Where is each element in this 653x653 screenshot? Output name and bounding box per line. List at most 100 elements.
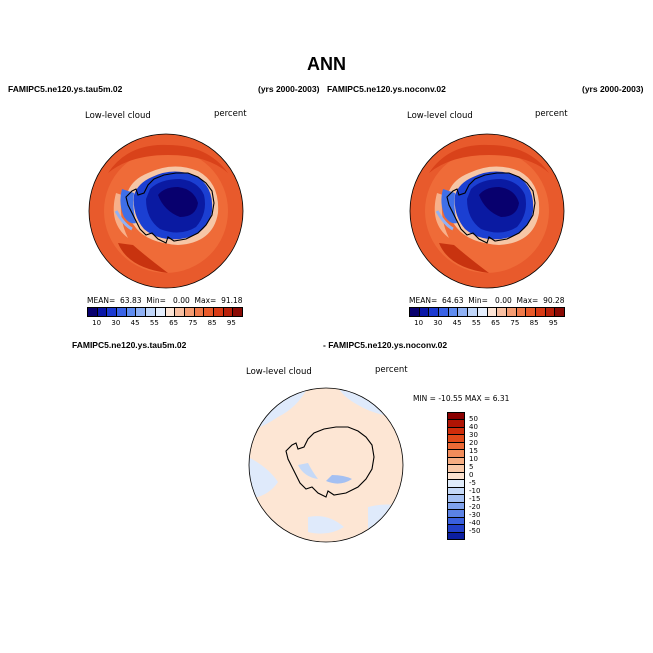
- colorbar-tick-label: -15: [469, 495, 481, 503]
- colorbar-swatch: [213, 308, 224, 316]
- colorbar-swatch: [535, 308, 546, 316]
- left-min-value: 0.00: [173, 296, 190, 305]
- colorbar-swatch: [117, 308, 127, 316]
- colorbar-tick-label: 40: [469, 423, 478, 431]
- colorbar-swatch: [410, 308, 420, 316]
- left-max-value: 91.18: [221, 296, 243, 305]
- colorbar-tick-label: 85: [207, 319, 217, 327]
- left-colorbar-ticks: 10 30 45 55 65 75 85 95: [87, 319, 241, 329]
- colorbar-swatch: [477, 308, 488, 316]
- right-min-value: 0.00: [495, 296, 512, 305]
- diff-colorbar: [447, 412, 465, 540]
- colorbar-tick-label: -50: [469, 527, 481, 535]
- colorbar-swatch: [204, 308, 214, 316]
- colorbar-tick-label: 65: [169, 319, 179, 327]
- diff-case-a: FAMIPC5.ne120.ys.tau5m.02: [72, 340, 187, 350]
- right-variable-label: Low-level cloud: [407, 111, 473, 121]
- figure-title: ANN: [307, 54, 346, 74]
- diff-colorbar-ticks: 50 40 30 20 15 10 5 0 -5 -10 -15 -20 -30 -40 -50: [469, 415, 480, 535]
- right-colorbar-ticks: 10 30 45 55 65 75 85 95: [409, 319, 563, 329]
- colorbar-swatch: [107, 308, 118, 316]
- colorbar-swatch: [448, 435, 464, 443]
- colorbar-tick-label: 10: [469, 455, 478, 463]
- colorbar-swatch: [448, 495, 464, 503]
- colorbar-swatch: [448, 510, 464, 518]
- colorbar-swatch: [155, 308, 166, 316]
- diff-minmax: MIN = -10.55 MAX = 6.31: [413, 394, 510, 403]
- colorbar-tick-label: 55: [471, 319, 481, 327]
- colorbar-swatch: [88, 308, 98, 316]
- colorbar-swatch: [448, 472, 464, 481]
- colorbar-swatch: [448, 502, 464, 511]
- colorbar-tick-label: 75: [510, 319, 520, 327]
- colorbar-tick-label: -10: [469, 487, 481, 495]
- colorbar-tick-label: 10: [414, 319, 424, 327]
- colorbar-swatch: [194, 308, 205, 316]
- colorbar-swatch: [468, 308, 478, 316]
- colorbar-swatch: [175, 308, 185, 316]
- colorbar-tick-label: 5: [469, 463, 474, 471]
- colorbar-tick-label: 45: [130, 319, 140, 327]
- left-years: (yrs 2000-2003): [258, 84, 320, 94]
- colorbar-swatch: [448, 532, 464, 539]
- colorbar-swatch: [419, 308, 430, 316]
- colorbar-tick-label: 30: [111, 319, 121, 327]
- colorbar-tick-label: -5: [469, 479, 476, 487]
- left-stats: MEAN= 63.83 Min= 0.00 Max= 91.18: [87, 296, 243, 305]
- diff-units-label: percent: [375, 365, 408, 375]
- colorbar-tick-label: 15: [469, 447, 478, 455]
- colorbar-tick-label: 20: [469, 439, 478, 447]
- left-units-label: percent: [214, 109, 247, 119]
- colorbar-swatch: [555, 308, 564, 316]
- colorbar-swatch: [97, 308, 108, 316]
- colorbar-swatch: [429, 308, 440, 316]
- colorbar-swatch: [448, 465, 464, 473]
- colorbar-tick-label: 55: [149, 319, 159, 327]
- colorbar-swatch: [526, 308, 536, 316]
- colorbar-tick-label: 0: [469, 471, 474, 479]
- colorbar-swatch: [448, 480, 464, 488]
- colorbar-swatch: [448, 487, 464, 496]
- colorbar-swatch: [545, 308, 556, 316]
- colorbar-tick-label: 75: [188, 319, 198, 327]
- right-units-label: percent: [535, 109, 568, 119]
- colorbar-tick-label: 95: [548, 319, 558, 327]
- colorbar-tick-label: 30: [433, 319, 443, 327]
- colorbar-swatch: [516, 308, 527, 316]
- colorbar-tick-label: 30: [469, 431, 478, 439]
- colorbar-tick-label: 50: [469, 415, 478, 423]
- right-mean-value: 64.63: [442, 296, 464, 305]
- colorbar-swatch: [448, 420, 464, 428]
- colorbar-swatch: [448, 413, 464, 421]
- colorbar-swatch: [439, 308, 449, 316]
- right-years: (yrs 2000-2003): [582, 84, 644, 94]
- colorbar-swatch: [136, 308, 147, 316]
- colorbar-swatch: [448, 442, 464, 451]
- colorbar-swatch: [448, 450, 464, 458]
- colorbar-swatch: [448, 457, 464, 466]
- colorbar-tick-label: -20: [469, 503, 481, 511]
- left-variable-label: Low-level cloud: [85, 111, 151, 121]
- colorbar-swatch: [165, 308, 176, 316]
- colorbar-swatch: [126, 308, 137, 316]
- colorbar-swatch: [506, 308, 517, 316]
- right-stats: MEAN= 64.63 Min= 0.00 Max= 90.28: [409, 296, 565, 305]
- colorbar-tick-label: -30: [469, 511, 481, 519]
- colorbar-tick-label: 65: [491, 319, 501, 327]
- colorbar-swatch: [458, 308, 469, 316]
- colorbar-swatch: [233, 308, 242, 316]
- left-colorbar: [87, 307, 243, 317]
- colorbar-tick-label: 45: [452, 319, 462, 327]
- colorbar-swatch: [184, 308, 195, 316]
- colorbar-swatch: [448, 517, 464, 526]
- colorbar-tick-label: 10: [92, 319, 102, 327]
- colorbar-tick-label: -40: [469, 519, 481, 527]
- left-case-name: FAMIPC5.ne120.ys.tau5m.02: [8, 84, 123, 94]
- left-polar-map: [88, 133, 244, 289]
- diff-variable-label: Low-level cloud: [246, 367, 312, 377]
- colorbar-swatch: [146, 308, 156, 316]
- right-colorbar: [409, 307, 565, 317]
- colorbar-tick-label: 95: [226, 319, 236, 327]
- colorbar-swatch: [448, 525, 464, 533]
- diff-polar-map: [248, 387, 404, 543]
